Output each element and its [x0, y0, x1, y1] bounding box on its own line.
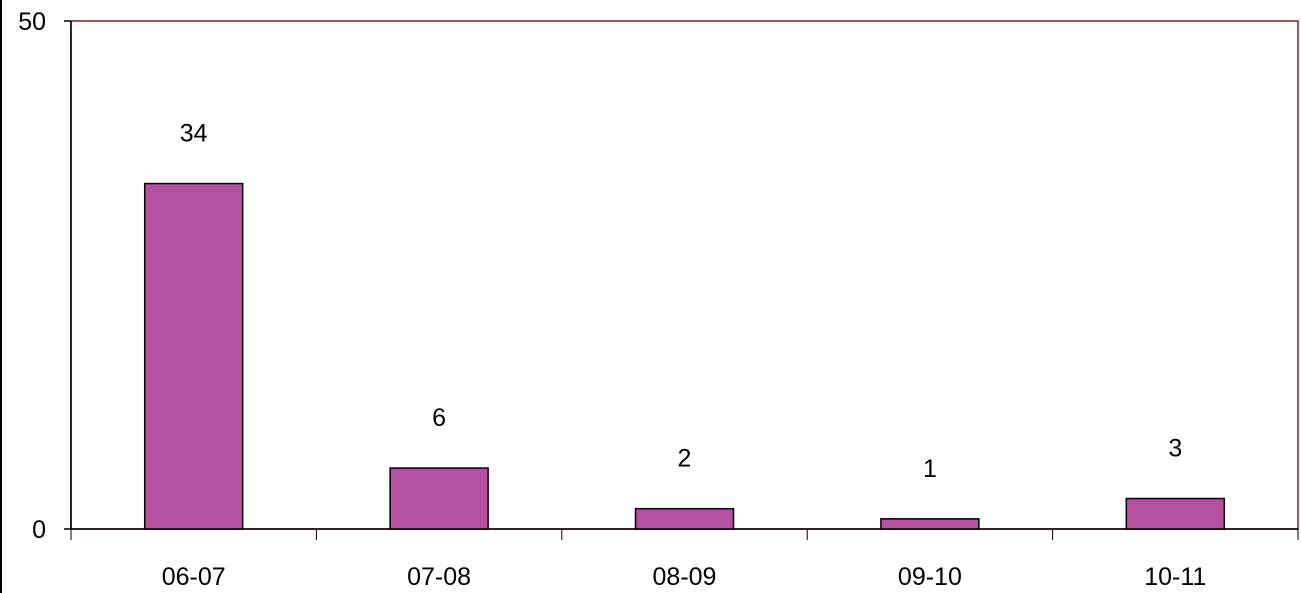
- data-label: 2: [678, 445, 692, 473]
- y-tick-label: 50: [18, 8, 46, 36]
- data-label: 3: [1168, 435, 1182, 463]
- bar: [634, 507, 735, 530]
- bar: [880, 518, 980, 530]
- x-tick-label: 06-07: [162, 563, 226, 591]
- bar: [143, 182, 244, 530]
- data-label: 6: [432, 404, 446, 432]
- data-label: 34: [180, 120, 208, 148]
- bars-group: [143, 182, 1226, 530]
- x-tick-label: 09-10: [898, 563, 962, 591]
- left-frame-line: [0, 0, 2, 593]
- bar: [1125, 497, 1226, 530]
- y-tick-label: 0: [32, 516, 46, 544]
- data-label: 1: [923, 455, 937, 483]
- value-labels-group: 34 6 2 1 3: [180, 120, 1182, 483]
- bar: [389, 467, 489, 530]
- x-tick-label: 10-11: [1144, 563, 1206, 591]
- x-tick-label: 07-08: [407, 563, 471, 591]
- x-tick-label: 08-09: [653, 563, 717, 591]
- y-axis: 0 50: [18, 8, 72, 544]
- x-axis: 06-07 07-08 08-09 09-10 10-11: [70, 528, 1299, 591]
